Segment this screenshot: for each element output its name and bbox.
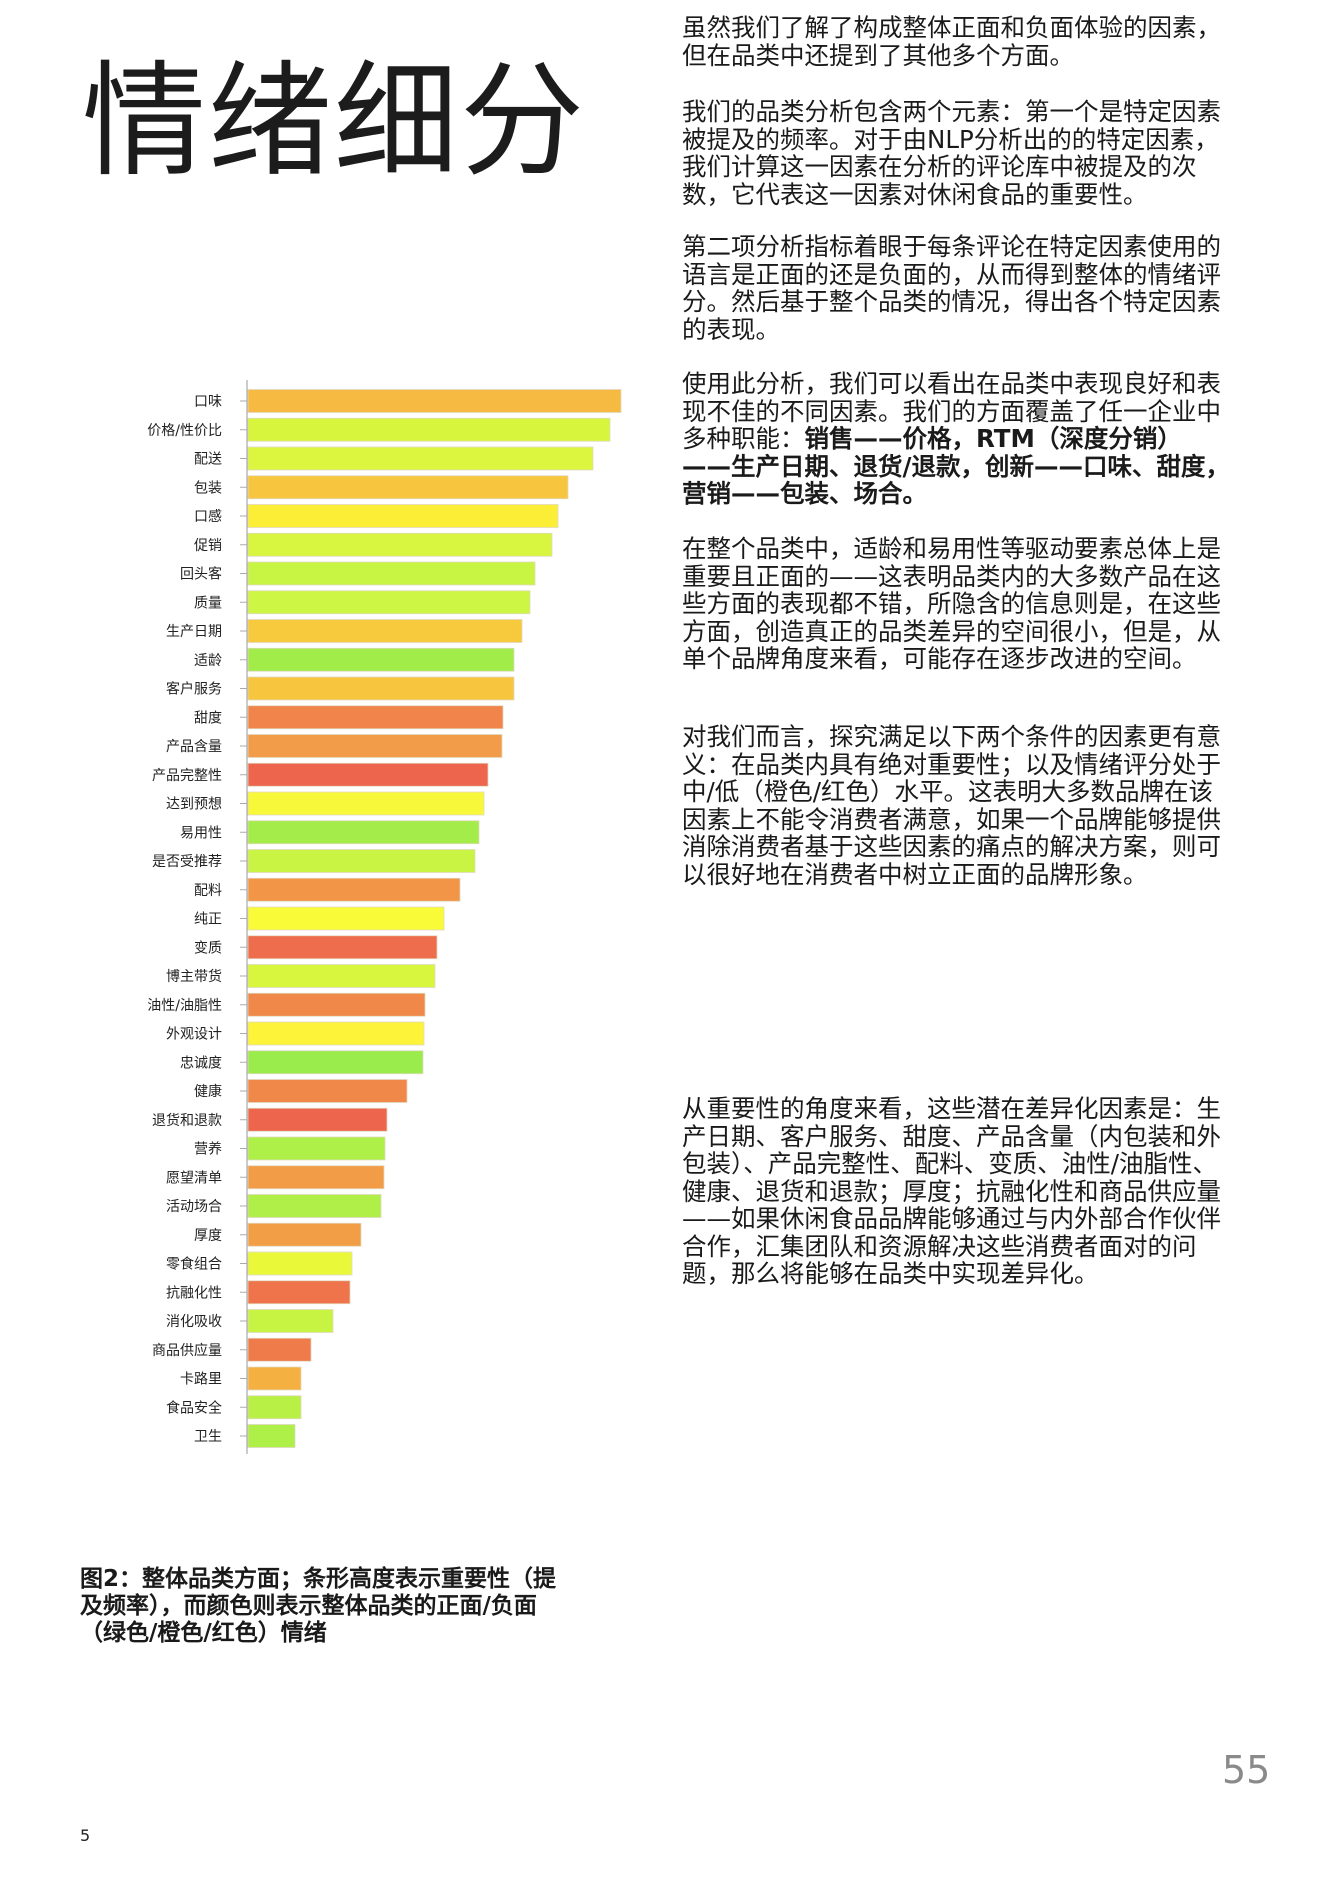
bar (247, 1251, 353, 1276)
page-title: 情绪细分 (82, 50, 587, 194)
page-number: 55 (1222, 1748, 1271, 1792)
paragraph-4-bold: 销售——价格，RTM（深度分销）——生产日期、退货/退款，创新——口味、甜度，营… (682, 424, 1230, 508)
category-label: 卡路里 (180, 1372, 222, 1388)
bar (247, 590, 531, 615)
footer-number: 5 (80, 1826, 91, 1845)
bar (247, 475, 569, 500)
category-label: 营养 (194, 1142, 222, 1158)
category-label: 零食组合 (166, 1256, 222, 1273)
category-label: 健康 (194, 1083, 222, 1100)
category-label: 口味 (194, 394, 222, 410)
category-label: 质量 (194, 595, 222, 611)
category-label: 产品完整性 (152, 768, 222, 784)
paragraph-1: 虽然我们了解了构成整体正面和负面体验的因素，但在品类中还提到了其他多个方面。 (682, 13, 1221, 70)
category-label: 忠诚度 (180, 1055, 222, 1071)
bar (247, 1222, 362, 1247)
category-label: 厚度 (194, 1228, 222, 1244)
category-label: 商品供应量 (152, 1342, 222, 1359)
bar (247, 504, 559, 528)
bar (247, 1395, 302, 1420)
category-label: 客户服务 (166, 681, 222, 698)
bar (247, 791, 485, 816)
category-label: 配送 (194, 452, 222, 468)
bar (247, 1107, 388, 1132)
bar (247, 964, 436, 988)
bar (247, 1280, 351, 1305)
category-label: 是否受推荐 (152, 854, 222, 870)
category-label: 产品含量 (166, 739, 222, 755)
bar (247, 1366, 302, 1391)
bar (247, 935, 438, 960)
category-label: 甜度 (194, 710, 222, 726)
bar (247, 1194, 382, 1218)
bar (247, 877, 461, 902)
bar (247, 532, 553, 557)
paragraph-5: 在整个品类中，适龄和易用性等驱动要素总体上是重要且正面的——这表明品类内的大多数… (682, 534, 1221, 673)
category-label: 生产日期 (166, 624, 222, 640)
bar (247, 762, 489, 787)
bar (247, 647, 515, 672)
bar (247, 561, 536, 586)
category-label: 价格/性价比 (147, 423, 222, 439)
paragraph-4-text: 使用此分析，我们可以看出在品类中表现良好和表现不佳的不同因素。我们的方面覆盖了任… (682, 369, 1221, 453)
category-label: 包装 (194, 480, 222, 496)
category-label: 卫生 (194, 1429, 222, 1445)
bar (247, 820, 480, 845)
bar (247, 446, 594, 471)
category-label: 食品安全 (166, 1399, 222, 1416)
bar (247, 849, 476, 873)
category-label: 博主带货 (166, 968, 222, 985)
bar (247, 734, 503, 758)
bar (247, 906, 445, 931)
category-label: 促销 (194, 538, 222, 554)
category-label: 易用性 (180, 825, 222, 841)
category-label: 退货和退款 (152, 1112, 222, 1129)
bar (247, 1165, 385, 1190)
bar (247, 1424, 296, 1448)
bar (247, 705, 504, 730)
paragraph-7: 从重要性的角度来看，这些潜在差异化因素是：生产日期、客户服务、甜度、产品含量（内… (682, 1094, 1221, 1288)
bar-chart: 口味价格/性价比配送包装口感促销回头客质量生产日期适龄客户服务甜度产品含量产品完… (147, 380, 622, 1454)
category-label: 油性/油脂性 (147, 998, 222, 1014)
bar (247, 992, 426, 1017)
category-label: 外观设计 (166, 1027, 222, 1043)
paragraph-3: 第二项分析指标着眼于每条评论在特定因素使用的语言是正面的还是负面的，从而得到整体… (682, 232, 1221, 344)
category-label: 消化吸收 (166, 1314, 222, 1330)
category-label: 变质 (194, 940, 222, 956)
category-label: 配料 (194, 883, 222, 899)
category-label: 口感 (194, 508, 222, 525)
category-label: 纯正 (194, 912, 222, 928)
bar (247, 619, 523, 643)
figure-caption: 图2：整体品类方面；条形高度表示重要性（提及频率），而颜色则表示整体品类的正面/… (80, 1566, 557, 1646)
paragraph-6: 对我们而言，探究满足以下两个条件的因素更有意义：在品类内具有绝对重要性；以及情绪… (682, 722, 1221, 889)
category-label: 达到预想 (166, 797, 222, 813)
category-label: 回头客 (180, 566, 222, 583)
paragraph-4: 使用此分析，我们可以看出在品类中表现良好和表现不佳的不同因素。我们的方面覆盖了任… (682, 370, 1230, 508)
bar (247, 1136, 386, 1161)
bar (247, 676, 515, 701)
bar (247, 389, 622, 413)
bar (247, 1309, 334, 1333)
paragraph-2: 我们的品类分析包含两个元素：第一个是特定因素被提及的频率。对于由NLP分析出的的… (682, 97, 1221, 209)
bar (247, 1337, 312, 1362)
bar (247, 1079, 408, 1103)
category-label: 适龄 (194, 653, 222, 669)
bar (247, 1021, 425, 1046)
bar (247, 1050, 424, 1075)
category-label: 活动场合 (166, 1199, 222, 1215)
category-label: 愿望清单 (166, 1170, 222, 1186)
category-label: 抗融化性 (166, 1285, 222, 1301)
bar (247, 417, 611, 442)
